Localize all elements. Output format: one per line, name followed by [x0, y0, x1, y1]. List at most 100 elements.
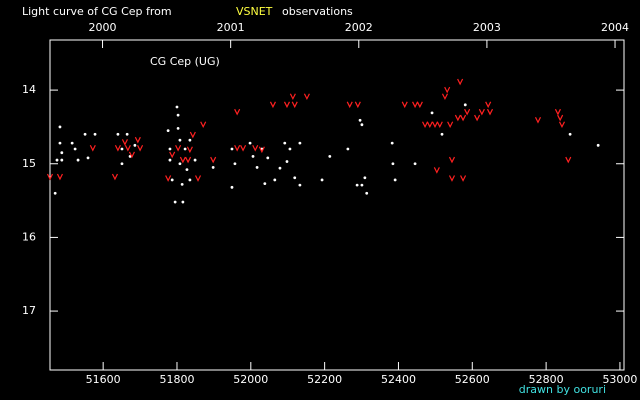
upper-limit-mark: [89, 145, 96, 152]
upper-limit-mark: [460, 114, 467, 122]
observation-point: [360, 123, 364, 127]
observation-point: [133, 143, 137, 147]
upper-limit-mark: [485, 101, 492, 109]
upper-limit-mark: [134, 136, 141, 144]
observation-point: [360, 183, 364, 187]
observation-point: [355, 183, 359, 187]
observation-point: [188, 138, 192, 142]
observation-point: [60, 158, 64, 162]
observation-point: [176, 113, 180, 117]
upper-limit-mark: [486, 108, 494, 116]
upper-limit-mark: [554, 108, 561, 116]
observation-point: [263, 182, 267, 186]
observation-point: [255, 166, 259, 169]
upper-limit-mark: [441, 93, 449, 101]
observation-point: [266, 156, 270, 160]
upper-limit-mark: [534, 117, 542, 124]
upper-limit-mark: [210, 156, 217, 164]
upper-limit-mark: [283, 101, 291, 109]
observation-point: [393, 178, 397, 182]
upper-limit-mark: [234, 145, 241, 152]
upper-limit-mark: [565, 156, 572, 164]
observation-point: [178, 138, 182, 142]
observation-point: [176, 126, 180, 130]
observation-point: [293, 176, 297, 180]
observation-point: [278, 166, 282, 170]
upper-limit-mark: [436, 121, 443, 129]
observation-point: [248, 141, 252, 145]
observation-point: [55, 158, 59, 162]
observation-point: [183, 147, 187, 151]
observation-point: [175, 105, 179, 109]
observation-point: [116, 132, 120, 136]
x-tick-label: 52000: [233, 373, 268, 386]
y-tick-label: 17: [22, 304, 36, 317]
y-tick-label: 14: [22, 83, 36, 96]
upper-limit-mark: [124, 145, 131, 152]
upper-limit-mark: [165, 175, 172, 182]
upper-limit-mark: [234, 108, 241, 116]
observation-point: [58, 125, 62, 129]
upper-limit-mark: [464, 108, 471, 116]
observation-point: [596, 143, 600, 147]
upper-limit-mark: [447, 121, 454, 129]
upper-limit-mark: [56, 173, 64, 181]
y-tick-label: 16: [22, 230, 36, 243]
upper-limit-mark: [557, 114, 564, 122]
observation-point: [73, 147, 77, 151]
observation-point: [273, 178, 277, 182]
observation-point: [180, 182, 184, 186]
upper-limit-mark: [444, 86, 451, 94]
observation-point: [430, 111, 434, 115]
upper-limit-mark: [346, 101, 353, 109]
observation-point: [93, 132, 97, 136]
plot-frame: [49, 39, 625, 371]
annotation: CG Cep (UG): [150, 55, 220, 68]
upper-limit-mark: [121, 139, 128, 146]
observation-point: [391, 162, 395, 166]
upper-limit-mark: [558, 121, 566, 129]
upper-limit-mark: [269, 101, 276, 109]
observation-point: [251, 154, 255, 158]
observation-point: [178, 162, 182, 166]
upper-limit-mark: [433, 167, 440, 174]
upper-limit-mark: [474, 114, 481, 122]
observation-point: [60, 151, 64, 155]
x2-tick-label: 2000: [89, 21, 117, 34]
observation-point: [288, 147, 292, 151]
upper-limit-mark: [111, 173, 119, 181]
x-tick-label: 52400: [381, 373, 416, 386]
observation-point: [86, 156, 90, 160]
observation-point: [568, 132, 572, 136]
observation-point: [298, 183, 302, 187]
upper-limit-mark: [185, 156, 192, 164]
observation-point: [283, 141, 287, 145]
observation-point: [53, 191, 57, 195]
observation-point: [365, 191, 369, 195]
upper-limit-mark: [128, 151, 135, 159]
upper-limit-mark: [240, 145, 247, 152]
x-tick-label: 52600: [455, 373, 490, 386]
observation-point: [185, 168, 189, 172]
observation-point: [328, 154, 332, 158]
x2-tick-label: 2002: [345, 21, 373, 34]
upper-limit-mark: [169, 151, 176, 159]
observation-point: [320, 178, 324, 182]
upper-limit-mark: [401, 101, 408, 109]
observation-point: [463, 103, 467, 107]
upper-limit-mark: [179, 156, 186, 164]
observation-point: [170, 178, 174, 182]
chart-title: Light curve of CG Cep from: [22, 5, 172, 18]
y-tick-label: 15: [22, 157, 36, 170]
upper-limit-mark: [422, 121, 429, 129]
observation-point: [181, 200, 185, 204]
observation-point: [298, 141, 302, 145]
x-tick-label: 51800: [159, 373, 194, 386]
observation-point: [166, 129, 170, 133]
x2-tick-label: 2004: [601, 21, 629, 34]
upper-limit-mark: [303, 93, 310, 101]
upper-limit-mark: [194, 175, 202, 182]
observation-point: [188, 178, 192, 182]
